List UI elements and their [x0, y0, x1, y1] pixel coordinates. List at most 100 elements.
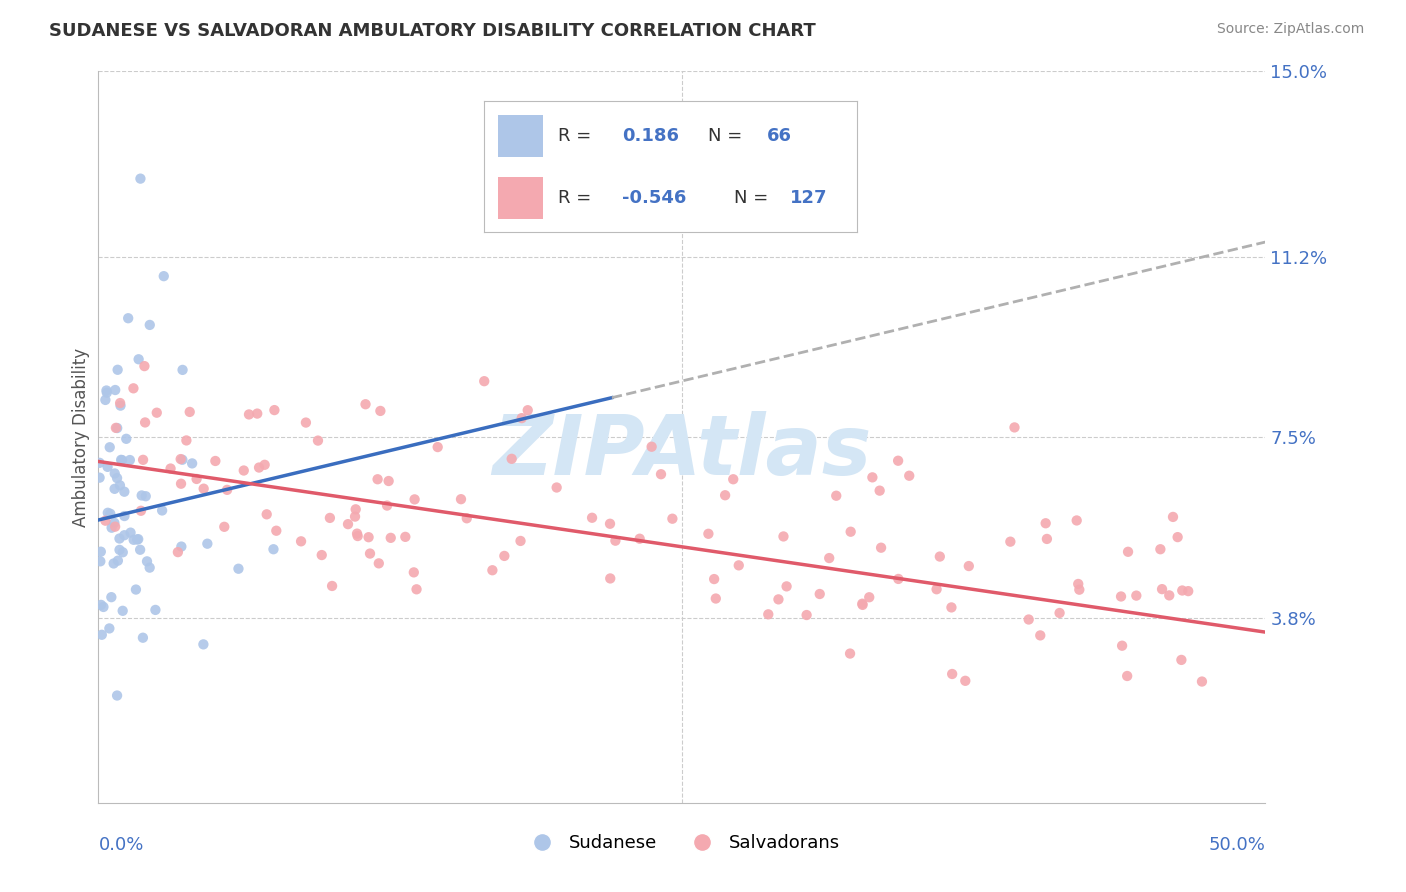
Point	[204, 454, 226, 468]
Point	[714, 488, 737, 502]
Point	[238, 408, 260, 422]
Point	[359, 547, 381, 561]
Point	[152, 269, 174, 284]
Point	[93, 599, 115, 614]
Point	[367, 472, 389, 486]
Point	[103, 557, 125, 571]
Point	[167, 545, 190, 559]
Text: 0.0%: 0.0%	[98, 836, 143, 854]
Point	[1066, 513, 1088, 527]
Point	[186, 472, 208, 486]
Point	[1116, 669, 1139, 683]
Point	[193, 637, 215, 651]
Point	[172, 363, 194, 377]
Point	[377, 474, 399, 488]
Point	[90, 628, 112, 642]
Point	[108, 532, 131, 546]
Point	[132, 453, 155, 467]
Point	[110, 399, 132, 413]
Point	[108, 542, 131, 557]
Point	[138, 560, 160, 574]
Point	[1170, 653, 1192, 667]
Point	[195, 537, 218, 551]
Point	[808, 587, 831, 601]
Point	[775, 579, 797, 593]
Point	[256, 508, 278, 522]
Point	[839, 524, 862, 539]
Point	[1149, 542, 1171, 557]
Point	[581, 510, 603, 524]
Point	[94, 514, 117, 528]
Point	[1018, 613, 1040, 627]
Point	[122, 533, 145, 547]
Point	[89, 554, 111, 568]
Point	[818, 551, 841, 566]
Point	[510, 411, 533, 425]
Point	[145, 603, 167, 617]
Point	[115, 432, 138, 446]
Point	[756, 607, 779, 622]
Point	[494, 549, 516, 563]
Point	[727, 558, 749, 573]
Point	[112, 484, 135, 499]
Point	[89, 456, 111, 470]
Point	[605, 533, 627, 548]
Point	[870, 541, 893, 555]
Point	[172, 452, 194, 467]
Point	[100, 521, 122, 535]
Point	[344, 502, 367, 516]
Point	[135, 489, 157, 503]
Point	[851, 597, 873, 611]
Point	[354, 397, 377, 411]
Point	[941, 667, 963, 681]
Point	[193, 482, 215, 496]
Point	[357, 530, 380, 544]
Point	[1035, 516, 1057, 531]
Point	[247, 460, 270, 475]
Point	[90, 598, 112, 612]
Point	[887, 454, 910, 468]
Point	[599, 516, 621, 531]
Point	[127, 532, 149, 546]
Point	[402, 566, 425, 580]
Point	[132, 631, 155, 645]
Point	[599, 571, 621, 585]
Point	[1159, 588, 1181, 602]
Point	[246, 407, 269, 421]
Point	[546, 481, 568, 495]
Point	[1191, 674, 1213, 689]
Point	[955, 673, 977, 688]
Point	[887, 572, 910, 586]
Point	[89, 471, 111, 485]
Point	[129, 171, 152, 186]
Point	[104, 519, 127, 533]
Point	[1161, 510, 1184, 524]
Point	[346, 529, 368, 543]
Point	[118, 453, 141, 467]
Point	[426, 440, 449, 454]
Point	[481, 563, 503, 577]
Point	[640, 440, 662, 454]
Point	[501, 451, 523, 466]
Text: SUDANESE VS SALVADORAN AMBULATORY DISABILITY CORRELATION CHART: SUDANESE VS SALVADORAN AMBULATORY DISABI…	[49, 22, 815, 40]
Point	[704, 591, 727, 606]
Point	[104, 467, 127, 481]
Point	[768, 592, 790, 607]
Point	[346, 526, 368, 541]
Point	[128, 352, 150, 367]
Point	[214, 520, 236, 534]
Point	[97, 459, 120, 474]
Point	[134, 359, 156, 373]
Point	[253, 458, 276, 472]
Point	[111, 453, 134, 467]
Point	[860, 470, 883, 484]
Point	[105, 421, 128, 435]
Text: Source: ZipAtlas.com: Source: ZipAtlas.com	[1216, 22, 1364, 37]
Point	[136, 554, 159, 568]
Point	[1067, 577, 1090, 591]
Point	[96, 384, 118, 398]
Point	[839, 647, 862, 661]
Text: ZIPAtlas: ZIPAtlas	[492, 411, 872, 492]
Point	[697, 526, 720, 541]
Point	[111, 604, 134, 618]
